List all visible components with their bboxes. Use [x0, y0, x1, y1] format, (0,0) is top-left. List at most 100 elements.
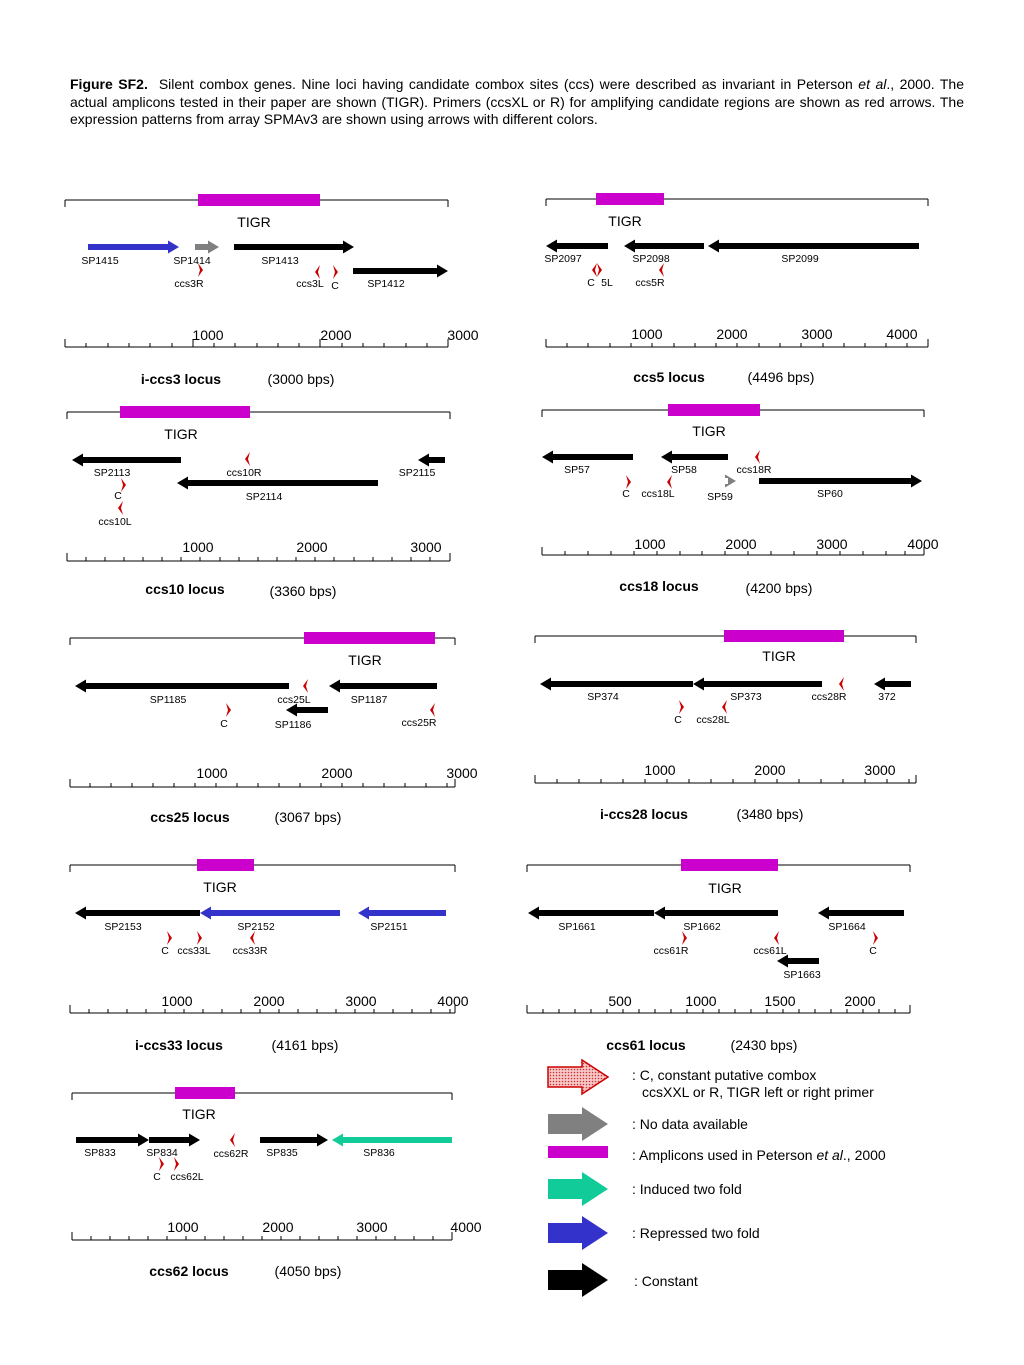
- site-label-c: C: [622, 488, 630, 500]
- gene-arrow-sp2153: [75, 906, 200, 920]
- gene-label-sp1413: SP1413: [261, 255, 299, 267]
- gene-arrow-sp836: [332, 1133, 452, 1147]
- caption-etal: et al: [858, 76, 887, 92]
- scale-tick-label: 1000: [631, 326, 662, 342]
- gene-arrow-sp2113: [72, 453, 181, 467]
- legend-constant-arrow-icon: [548, 1263, 608, 1297]
- locus-size: (2430 bps): [731, 1037, 798, 1053]
- gene-label-sp836: SP836: [363, 1147, 395, 1159]
- legend-amplicon-bar-icon: [548, 1146, 608, 1158]
- locus-size: (3067 bps): [275, 809, 342, 825]
- gene-arrow-sp1662: [654, 906, 778, 920]
- scale-tick-label: 3000: [345, 993, 376, 1009]
- primer-arrow: [626, 475, 631, 489]
- locus-ccs18: TIGR SP57 SP58 SP59 SP60 ccs18R C ccs18L 1000 200…: [541, 404, 939, 596]
- gene-label-sp374: SP374: [587, 691, 619, 703]
- primer-arrow: [159, 1157, 164, 1171]
- site-label-ccs18r: ccs18R: [736, 464, 771, 476]
- gene-label-sp2151: SP2151: [370, 921, 408, 933]
- scale-tick-label: 2000: [296, 539, 327, 555]
- gene-label-sp2115: SP2115: [399, 467, 436, 479]
- gene-arrow-sp1661: [528, 906, 654, 920]
- tigr-label: TIGR: [203, 879, 236, 895]
- legend-primer-label-2: ccsXXL or R, TIGR left or right primer: [642, 1084, 874, 1100]
- gene-label-sp1414: SP1414: [173, 255, 211, 267]
- scale-tick-label: 1500: [764, 993, 795, 1009]
- gene-arrow-sp835: [260, 1133, 328, 1147]
- scale-tick-label: 1000: [167, 1219, 198, 1235]
- primer-arrow: [679, 700, 684, 714]
- site-label-5l: 5L: [601, 277, 613, 289]
- legend-repressed-arrow-icon: [548, 1216, 608, 1250]
- gene-label-sp59: SP59: [707, 491, 733, 503]
- site-label-ccs25l: ccs25L: [277, 694, 310, 706]
- locus-size: (4050 bps): [275, 1263, 342, 1279]
- primer-arrow: [333, 265, 338, 279]
- tigr-amplicon: [596, 193, 664, 205]
- site-label-c: C: [869, 945, 877, 957]
- gene-arrow-sp1185: [75, 679, 289, 693]
- site-label-ccs61l: ccs61L: [753, 945, 786, 957]
- gene-label-sp1663: SP1663: [783, 969, 821, 981]
- site-label-ccs62r: ccs62R: [213, 1148, 248, 1160]
- primer-arrow: [315, 265, 320, 279]
- site-label-ccs61r: ccs61R: [653, 945, 688, 957]
- scale-tick-label: 4000: [450, 1219, 481, 1235]
- locus-name: i-ccs28 locus: [600, 806, 688, 822]
- gene-label-sp57: SP57: [564, 464, 590, 476]
- gene-arrow-sp834: [149, 1133, 200, 1147]
- locus-name: i-ccs33 locus: [135, 1037, 223, 1053]
- locus-ccs62: TIGR SP833 SP834 SP835 SP836 ccs62R C ccs62L 100…: [71, 1087, 482, 1279]
- locus-ccs33: TIGR SP2153 SP2152 SP2151 C ccs33L ccs33R 1000 2…: [69, 859, 469, 1053]
- tigr-label: TIGR: [237, 214, 270, 230]
- gene-label-sp833: SP833: [84, 1147, 116, 1159]
- tigr-amplicon: [197, 859, 254, 871]
- tigr-label: TIGR: [708, 880, 741, 896]
- legend-amplicon-label: : Amplicons used in Peterson et al., 200…: [632, 1147, 886, 1163]
- tigr-label: TIGR: [762, 648, 795, 664]
- scale-tick-label: 1000: [182, 539, 213, 555]
- locus-size: (4161 bps): [272, 1037, 339, 1053]
- locus-name: ccs5 locus: [633, 369, 705, 385]
- site-label-c: C: [674, 714, 682, 726]
- locus-size: (4200 bps): [746, 580, 813, 596]
- scale-tick-label: 3000: [864, 762, 895, 778]
- tigr-amplicon: [724, 630, 844, 642]
- primer-arrow: [174, 1157, 179, 1171]
- gene-arrow-sp2098: [624, 239, 704, 253]
- site-label-ccs3l: ccs3L: [296, 278, 324, 290]
- locus-ccs28: TIGR SP374 SP373 372 ccs28R C ccs28L 1000 2000 30…: [534, 630, 917, 822]
- tigr-amplicon: [668, 404, 760, 416]
- gene-arrow-sp57: [542, 450, 633, 464]
- primer-arrow: [839, 677, 844, 691]
- locus-ccs5: TIGR SP2097 SP2098 SP2099 C 5L ccs5R 1000 2000 30…: [544, 193, 929, 385]
- gene-arrow-sp2097: [546, 239, 608, 253]
- scale-tick-label: 3000: [801, 326, 832, 342]
- locus-ccs3: TIGR SP1415 SP1414 SP1413 SP1412 ccs3R ccs3L C 1…: [64, 194, 479, 387]
- gene-arrow-sp833: [76, 1133, 149, 1147]
- site-label-ccs28l: ccs28L: [696, 714, 729, 726]
- gene-label-372: 372: [878, 691, 896, 703]
- scale-tick-label: 3000: [446, 765, 477, 781]
- locus-name: ccs18 locus: [619, 578, 699, 594]
- tigr-amplicon: [304, 632, 435, 644]
- tigr-amplicon: [198, 194, 320, 206]
- primer-arrow: [303, 679, 308, 693]
- primer-arrow: [430, 703, 435, 717]
- primer-arrow: [118, 501, 123, 515]
- gene-arrow-372: [874, 677, 911, 691]
- gene-arrow-sp1663: [777, 954, 819, 968]
- primer-arrow: [197, 931, 202, 945]
- gene-arrow-sp2115: [418, 453, 445, 467]
- legend-induced-label: : Induced two fold: [632, 1181, 742, 1197]
- scale-tick-label: 500: [608, 993, 632, 1009]
- scale-tick-label: 3000: [410, 539, 441, 555]
- site-label-c: C: [220, 718, 228, 730]
- gene-label-sp1661: SP1661: [558, 921, 596, 933]
- legend-primer-arrow-icon: [547, 1058, 610, 1096]
- gene-arrow-sp58: [661, 450, 728, 464]
- site-label-ccs10l: ccs10L: [98, 516, 131, 528]
- gene-arrow-sp1414: [195, 240, 219, 254]
- site-label-ccs5r: ccs5R: [635, 277, 665, 289]
